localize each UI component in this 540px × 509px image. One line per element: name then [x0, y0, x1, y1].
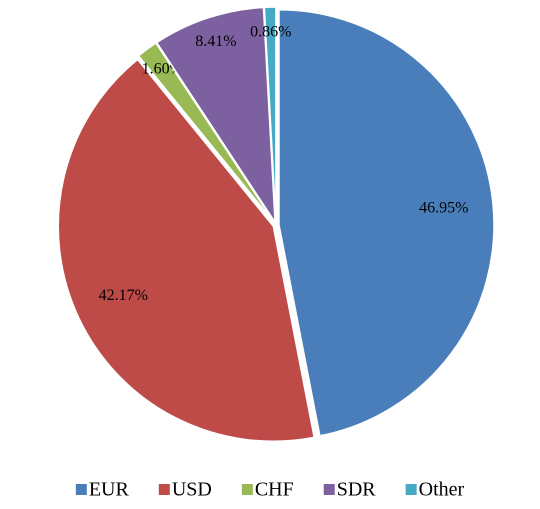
legend-swatch	[158, 484, 170, 495]
legend-swatch	[75, 484, 87, 495]
legend-label: USD	[172, 479, 212, 501]
legend-swatch	[241, 484, 253, 495]
data-label: 8.41%	[195, 33, 236, 50]
legend-label: Other	[419, 479, 465, 501]
data-label: 0.86%	[250, 24, 291, 41]
pie-slice	[137, 41, 275, 224]
data-label: 46.95%	[419, 200, 468, 217]
legend-swatch	[323, 484, 335, 495]
legend-label: SDR	[337, 479, 377, 501]
pie-slice	[278, 8, 495, 437]
legend-label: EUR	[89, 479, 130, 501]
pie-slice	[57, 58, 316, 442]
legend-label: CHF	[255, 479, 294, 501]
legend-swatch	[405, 484, 417, 495]
data-label: 42.17%	[99, 287, 148, 304]
pie-slice	[263, 6, 277, 223]
pie-slice	[155, 6, 276, 225]
